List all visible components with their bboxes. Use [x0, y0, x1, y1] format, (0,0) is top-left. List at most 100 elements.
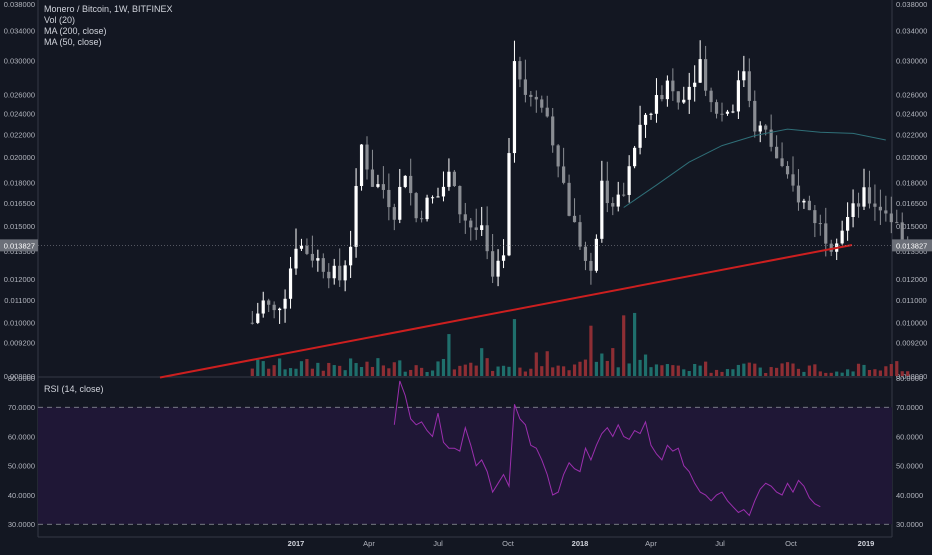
candle-body [867, 187, 872, 204]
volume-bar [283, 369, 287, 376]
price-tick-left: 0.038000 [4, 0, 35, 9]
candle-body [278, 308, 282, 311]
price-tick-left: 0.009200 [4, 339, 35, 348]
price-tick-right: 0.034000 [896, 27, 927, 36]
candle-body [611, 203, 615, 207]
candle-body [758, 125, 762, 132]
candle-body [310, 253, 314, 261]
price-tick-left: 0.011000 [4, 296, 35, 305]
volume-bar [682, 369, 686, 376]
candle-body [622, 194, 626, 196]
candle-body [856, 203, 861, 207]
volume-bar [512, 319, 517, 376]
volume-bar [463, 364, 467, 376]
ma-line [623, 128, 886, 208]
time-tick-label: 2017 [288, 539, 305, 548]
volume-bar [769, 367, 773, 376]
volume-bar [611, 348, 615, 376]
candle-body [889, 213, 893, 223]
volume-bar [654, 364, 659, 376]
rsi-tick-left: 30.0000 [8, 520, 35, 529]
volume-bar [687, 370, 691, 376]
candle-body [496, 260, 500, 277]
volume-bar [332, 365, 336, 376]
volume-bar [900, 371, 904, 376]
candle-body [714, 102, 719, 114]
candle-body [583, 246, 588, 261]
volume-bar [430, 370, 435, 376]
candle-body [884, 210, 888, 214]
volume-bar [867, 370, 872, 376]
volume-bar [387, 368, 391, 376]
candle-body [638, 124, 642, 148]
volume-bar [485, 358, 489, 376]
volume-bar [562, 366, 566, 376]
candle-body [256, 313, 260, 323]
candle-body [818, 223, 822, 225]
candle-body [785, 166, 790, 175]
volume-bar [299, 361, 304, 376]
price-tick-right: 0.038000 [896, 0, 927, 9]
candle-body [633, 147, 637, 167]
volume-bar [627, 363, 631, 376]
volume-bar [398, 360, 402, 376]
time-tick-label: Jul [715, 539, 725, 548]
volume-bar [764, 372, 768, 376]
price-tick-left: 0.020000 [4, 153, 35, 162]
candle-body [698, 59, 702, 83]
candle-body [283, 298, 287, 309]
volume-bar [272, 365, 276, 376]
candle-body [660, 95, 664, 100]
volume-bar [725, 369, 730, 376]
candle-body [600, 180, 604, 239]
candle-body [523, 79, 527, 95]
candle-body [747, 71, 751, 101]
candle-body [753, 100, 757, 132]
candle-body [682, 99, 686, 103]
volume-bar [403, 371, 407, 376]
volume-bar [436, 361, 440, 376]
volume-bar [359, 366, 364, 376]
legend-vol: Vol (20) [44, 15, 76, 25]
volume-bar [376, 358, 380, 376]
time-tick-label: Apr [363, 539, 375, 548]
volume-bar [600, 353, 604, 376]
volume-bar [649, 367, 653, 376]
volume-bar [796, 368, 801, 376]
price-tick-right: 0.015000 [896, 222, 927, 231]
volume-bar [321, 370, 325, 376]
candle-body [693, 82, 697, 87]
volume-bar [878, 370, 882, 376]
volume-bar [802, 371, 806, 376]
candle-body [480, 225, 484, 230]
price-tick-left: 0.010000 [4, 319, 35, 328]
price-tick-left: 0.030000 [4, 56, 35, 65]
volume-bar [791, 363, 795, 376]
price-tick-left: 0.024000 [4, 110, 35, 119]
price-tick-left: 0.012000 [4, 275, 35, 284]
volume-bar [534, 352, 538, 376]
candle-body [665, 80, 669, 100]
price-tick-right: 0.026000 [896, 91, 927, 100]
volume-bar [310, 368, 314, 376]
volume-bar [556, 365, 560, 376]
rsi-tick-left: 50.0000 [8, 462, 35, 471]
candle-body [469, 220, 473, 228]
candle-body [900, 222, 904, 242]
candle-body [578, 222, 582, 247]
price-tick-right: 0.013500 [896, 247, 927, 256]
price-tick-right: 0.024000 [896, 110, 927, 119]
candle-body [807, 200, 811, 211]
candle-body [709, 90, 713, 103]
candle-body [316, 258, 320, 261]
candle-body [556, 145, 560, 167]
volume-bar [349, 358, 353, 376]
candle-body [654, 95, 659, 114]
candle-body [414, 193, 418, 219]
volume-bar [261, 361, 265, 376]
volume-bar [616, 367, 620, 376]
candle-body [736, 80, 740, 112]
rsi-tick-left: 60.0000 [8, 432, 35, 441]
